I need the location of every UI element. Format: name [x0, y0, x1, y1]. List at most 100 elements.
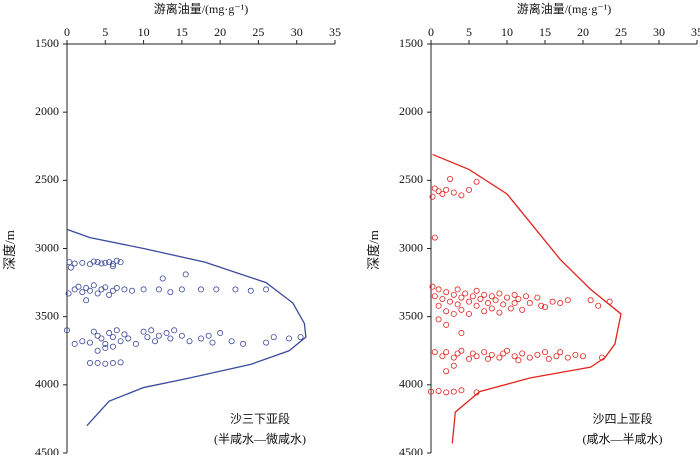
data-point	[507, 305, 514, 312]
data-point	[213, 286, 220, 293]
x-tick-label: 20	[214, 25, 226, 39]
data-point	[98, 335, 105, 342]
data-point	[86, 360, 93, 367]
data-point	[488, 351, 495, 358]
data-point	[109, 334, 116, 341]
data-point	[484, 300, 491, 307]
data-point	[549, 298, 556, 305]
data-point	[458, 306, 465, 313]
data-point	[155, 286, 162, 293]
data-point	[443, 368, 450, 375]
data-point	[64, 327, 71, 334]
x-tick-label: 30	[653, 25, 665, 39]
x-tick-label: 15	[176, 25, 188, 39]
data-point	[443, 389, 450, 396]
y-tick-label: 2500	[35, 172, 59, 186]
data-point	[511, 291, 518, 298]
data-point	[431, 349, 438, 356]
data-point	[545, 355, 552, 362]
y-axis-title: 深度/m	[2, 230, 17, 270]
data-point	[171, 327, 178, 334]
data-point	[186, 338, 193, 345]
data-point	[564, 354, 571, 361]
data-point	[205, 332, 212, 339]
data-point	[121, 331, 128, 338]
data-point	[113, 285, 120, 292]
data-point	[270, 334, 277, 341]
data-point	[109, 263, 116, 270]
data-point	[465, 298, 472, 305]
data-point	[113, 257, 120, 264]
data-point	[228, 338, 235, 345]
data-point	[443, 289, 450, 296]
data-point	[557, 349, 564, 356]
data-point	[492, 297, 499, 304]
data-point	[443, 186, 450, 193]
data-point	[247, 287, 254, 294]
data-point	[439, 353, 446, 360]
data-point	[109, 261, 116, 268]
data-point	[98, 260, 105, 267]
data-point	[503, 294, 510, 301]
data-point	[454, 286, 461, 293]
data-point	[178, 286, 185, 293]
data-point	[431, 293, 438, 300]
y-tick-label: 4500	[35, 445, 59, 455]
y-tick-label: 2000	[35, 104, 59, 118]
data-point	[263, 339, 270, 346]
data-point	[86, 339, 93, 346]
data-point	[503, 347, 510, 354]
data-point	[500, 350, 507, 357]
data-point	[473, 178, 480, 185]
data-point	[297, 334, 304, 341]
data-point	[469, 293, 476, 300]
data-point	[477, 295, 484, 302]
data-point	[443, 308, 450, 315]
data-point	[450, 189, 457, 196]
data-point	[515, 357, 522, 364]
data-point	[102, 345, 109, 352]
data-point	[140, 328, 147, 335]
data-point	[435, 302, 442, 309]
x-tick-label: 10	[501, 25, 513, 39]
data-point	[102, 360, 109, 367]
data-point	[439, 295, 446, 302]
data-point	[511, 300, 518, 307]
data-point	[564, 297, 571, 304]
data-point	[496, 309, 503, 316]
x-tick-label: 35	[691, 25, 700, 39]
y-tick-label: 3000	[35, 240, 59, 254]
data-point	[481, 349, 488, 356]
data-point	[496, 290, 503, 297]
envelope-curve	[432, 153, 622, 444]
data-point	[144, 334, 151, 341]
data-point	[148, 327, 155, 334]
data-point	[534, 294, 541, 301]
data-point	[102, 259, 109, 266]
data-point	[159, 275, 166, 282]
data-point	[542, 349, 549, 356]
data-point	[458, 330, 465, 337]
data-point	[263, 286, 270, 293]
data-point	[553, 353, 560, 360]
annotation: (咸水—半咸水)	[583, 432, 663, 446]
data-point	[465, 186, 472, 193]
data-point	[496, 354, 503, 361]
data-point	[435, 286, 442, 293]
data-point	[117, 338, 124, 345]
data-point	[167, 335, 174, 342]
data-point	[152, 338, 159, 345]
data-point	[439, 190, 446, 197]
data-point	[488, 305, 495, 312]
y-tick-label: 4500	[399, 445, 423, 455]
data-point	[450, 310, 457, 317]
data-point	[90, 258, 97, 265]
annotation: (半咸水—微咸水)	[214, 432, 306, 446]
data-point	[197, 286, 204, 293]
data-point	[94, 347, 101, 354]
data-point	[286, 335, 293, 342]
data-point	[209, 339, 216, 346]
data-point	[462, 290, 469, 297]
data-point	[599, 354, 606, 361]
